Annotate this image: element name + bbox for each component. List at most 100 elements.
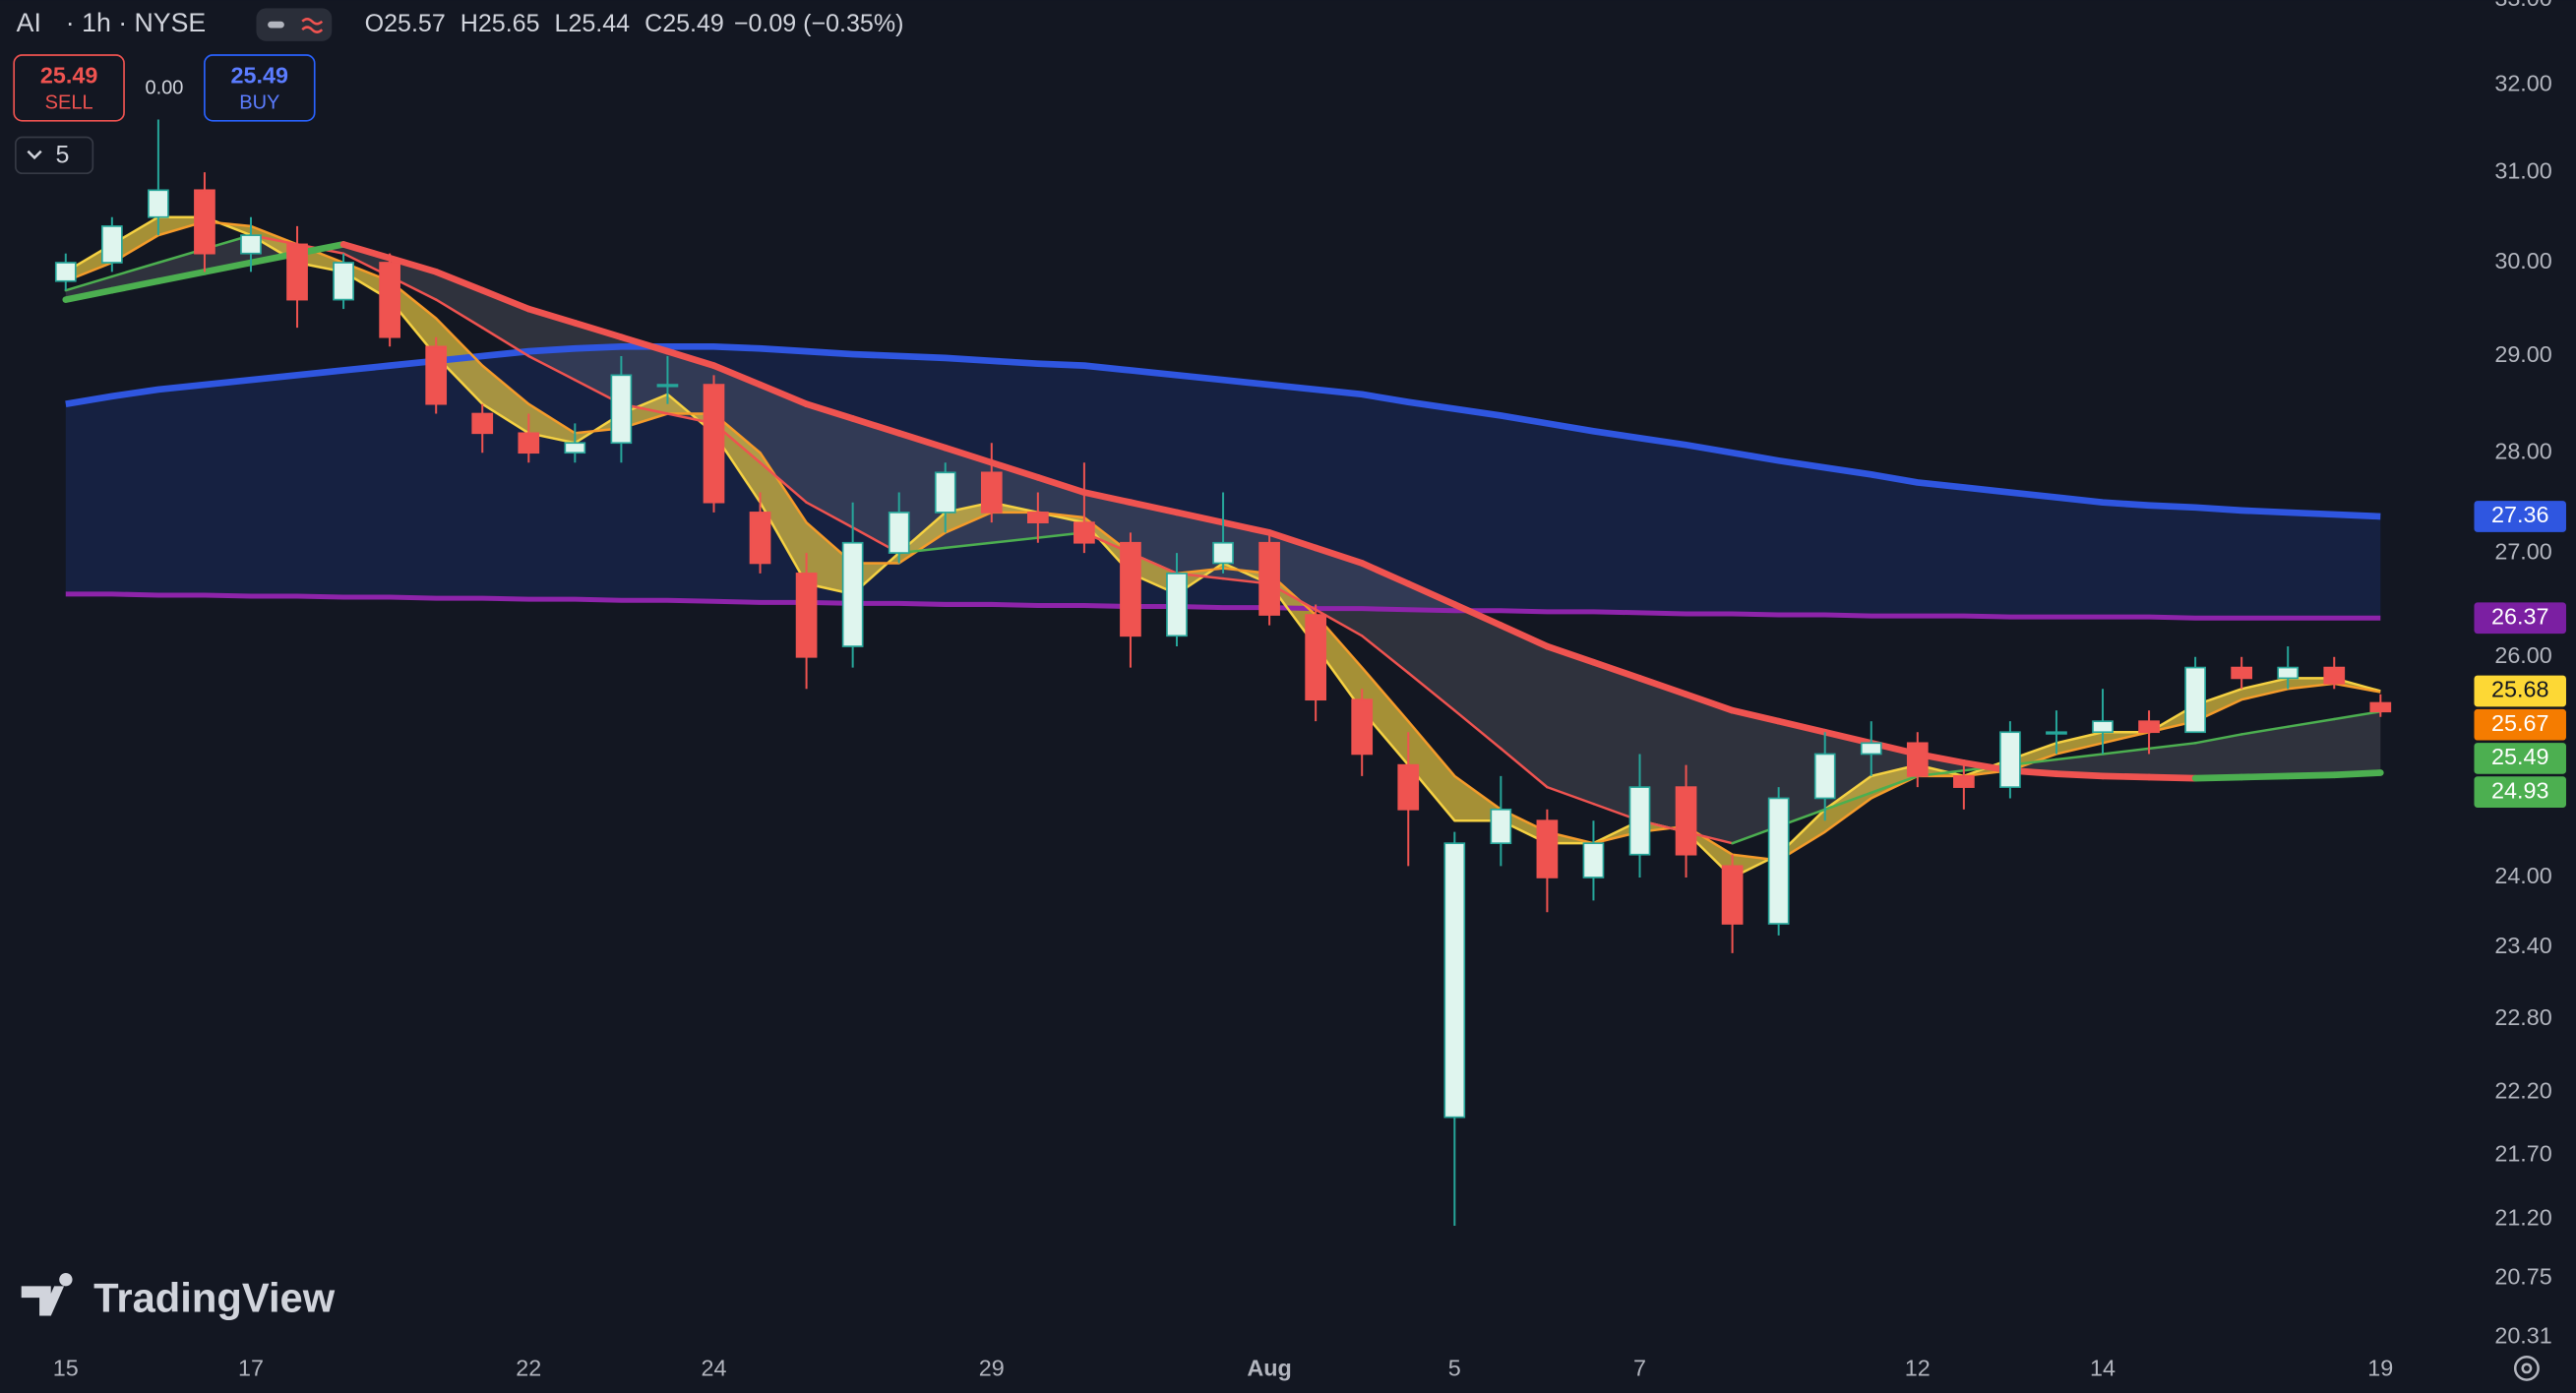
- spread: 0.00: [145, 78, 183, 99]
- candle-body: [425, 345, 448, 405]
- buy-price: 25.49: [231, 63, 288, 89]
- ohlc-label: H: [460, 10, 478, 37]
- candle-body: [1721, 865, 1744, 925]
- ma-segment: [1406, 671, 1456, 712]
- ma-segment: [2330, 769, 2384, 779]
- candle-body: [518, 432, 540, 454]
- candle-body: [1026, 512, 1049, 523]
- candle-body: [1860, 742, 1882, 756]
- ma-segment: [942, 444, 996, 466]
- ma-segment: [2099, 772, 2153, 781]
- candle-body: [1212, 541, 1234, 565]
- ma-segment: [1823, 791, 1873, 812]
- ma-segment: [2193, 733, 2243, 745]
- ma-segment: [154, 269, 209, 285]
- ma-line: [65, 342, 2381, 520]
- sell-button[interactable]: [13, 54, 125, 122]
- ma-segment: [1360, 635, 1410, 675]
- ohlc-value: 25.44: [568, 10, 630, 37]
- toggle-icon: [268, 21, 284, 29]
- ma-segment: [710, 362, 764, 389]
- ma-segment: [64, 274, 114, 292]
- candle-body: [2092, 720, 2114, 734]
- ma-segment: [1358, 560, 1412, 587]
- candle-body: [1628, 786, 1651, 856]
- price-label: 25.68: [2491, 677, 2548, 702]
- symbol[interactable]: AI: [17, 8, 41, 37]
- ma-segment: [1453, 708, 1503, 751]
- ma-segment: [1265, 529, 1319, 552]
- ma-segment: [1219, 518, 1273, 536]
- candle-body: [564, 442, 586, 454]
- ma-segment: [110, 261, 160, 278]
- ma-segment: [527, 354, 577, 382]
- price-label: 25.49: [2491, 744, 2548, 769]
- ma-segment: [2333, 710, 2382, 721]
- ma-segment: [618, 333, 671, 355]
- sell-price: 25.49: [40, 63, 97, 89]
- indicators-collapse[interactable]: [15, 136, 94, 175]
- ma-segment: [1636, 675, 1689, 698]
- settings-icon[interactable]: [2513, 1355, 2540, 1381]
- ma-segment: [944, 541, 994, 550]
- candle-body: [1675, 786, 1697, 856]
- ma-segment: [1775, 717, 1829, 736]
- indicator-toggle[interactable]: [256, 8, 333, 41]
- ma-segment: [759, 461, 808, 504]
- x-tick-label: Aug: [1247, 1356, 1291, 1381]
- candle-body: [194, 189, 215, 255]
- indicators-count: 5: [55, 141, 69, 168]
- watermark: TradingView: [93, 1274, 336, 1320]
- candle-body: [1166, 573, 1188, 637]
- ma-segment: [2055, 753, 2105, 761]
- y-tick-label: 21.70: [2494, 1140, 2551, 1166]
- ma-segment: [339, 241, 394, 262]
- ma-segment: [201, 259, 255, 275]
- logo-mark: [21, 1273, 73, 1316]
- interval[interactable]: · 1h · NYSE: [66, 8, 206, 37]
- ma-segment: [1173, 509, 1227, 526]
- ma-segment: [2284, 771, 2338, 780]
- ma-segment: [1127, 499, 1181, 516]
- ma-segment: [386, 255, 440, 275]
- chevron: [27, 150, 42, 160]
- x-tick-label: 12: [1905, 1356, 1931, 1381]
- buy-button[interactable]: [204, 54, 316, 122]
- price-label-box: [2474, 743, 2566, 774]
- candle-body: [1351, 698, 1374, 756]
- ma-segment: [1870, 774, 1920, 795]
- ma-segment: [2238, 772, 2292, 781]
- candle-body: [1813, 753, 1836, 800]
- ma-segment: [2053, 770, 2107, 780]
- ma-segment: [1450, 601, 1504, 629]
- candle-body: [148, 189, 169, 218]
- ma-segment: [524, 305, 579, 327]
- ma-segment: [2191, 773, 2245, 782]
- candle-body: [934, 471, 956, 514]
- candle-body: [1258, 541, 1280, 616]
- ma-segment: [480, 326, 530, 358]
- x-tick-label: 5: [1448, 1356, 1461, 1381]
- candle-body: [54, 262, 77, 282]
- axes: 33.00 32.00 31.00 30.00 29.00 28.00 27.00 26.00…: [53, 0, 2566, 1381]
- x-tick-label: 17: [238, 1356, 264, 1381]
- candle-body: [2231, 666, 2253, 680]
- candle-body: [100, 225, 123, 264]
- ma-segment: [1500, 747, 1549, 789]
- ma-segment: [1683, 691, 1736, 714]
- y-tick-label: 33.00: [2494, 0, 2551, 11]
- candle-body: [2323, 666, 2346, 685]
- ma-segment: [1546, 785, 1595, 806]
- toggle-icon: [301, 18, 324, 33]
- y-tick-label: 28.00: [2494, 438, 2551, 463]
- candle-body: [1536, 819, 1559, 878]
- ma-segment: [990, 536, 1040, 544]
- ohlc-value: 25.57: [384, 10, 446, 37]
- ma-segment: [1034, 474, 1088, 496]
- candle-body: [1397, 763, 1420, 811]
- ma-segment: [434, 298, 484, 330]
- y-tick-label: 32.00: [2494, 70, 2551, 95]
